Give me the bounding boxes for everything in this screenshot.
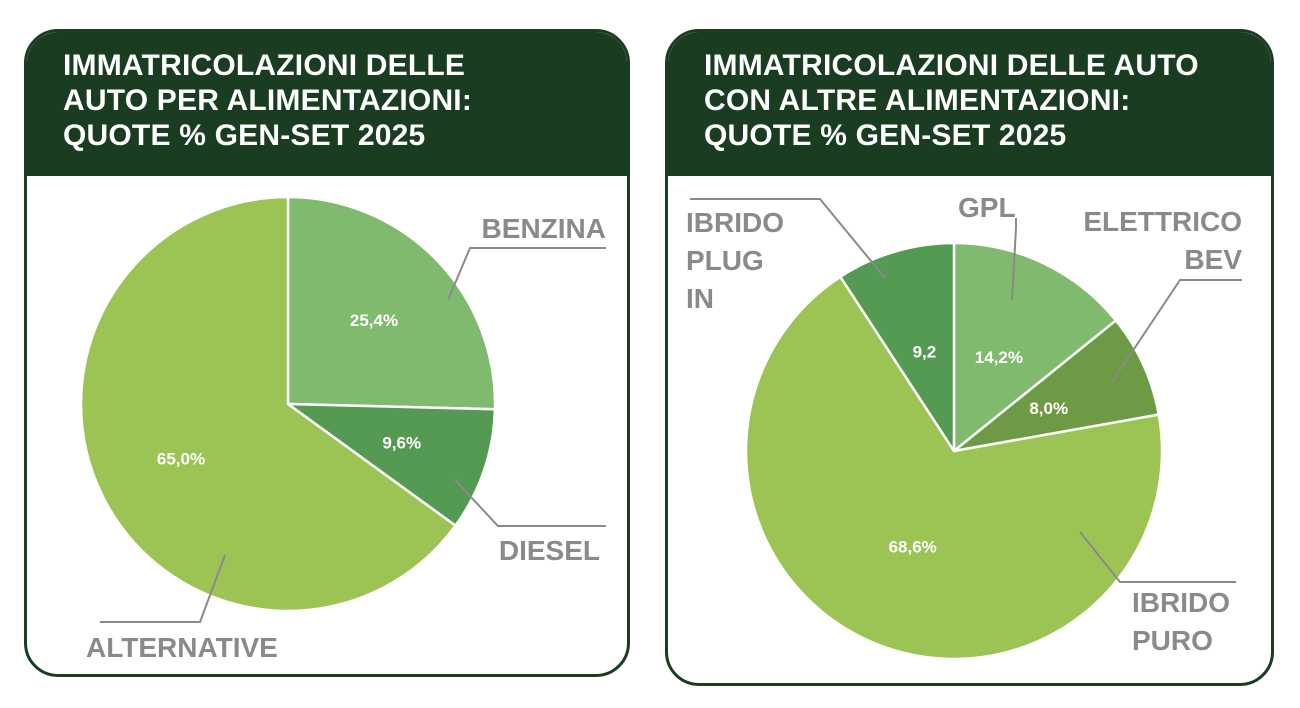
chart-title-line-1: IMMATRICOLAZIONI DELLE AUTO bbox=[704, 49, 1199, 82]
data-label-gpl: 14,2% bbox=[975, 348, 1023, 367]
data-label-benzina: 25,4% bbox=[350, 311, 398, 330]
pie-slice-ibrido-plug-in bbox=[839, 241, 956, 453]
chart-title-line-1: IMMATRICOLAZIONI DELLE bbox=[63, 49, 466, 82]
leader-line-benzina bbox=[447, 247, 606, 301]
chart-title-line-2: AUTO PER ALIMENTAZIONI: bbox=[63, 84, 473, 117]
leader-line-elettrico-bev bbox=[1111, 279, 1242, 383]
leader-line-gpl bbox=[1011, 218, 1017, 301]
category-label-diesel: DIESEL bbox=[499, 535, 600, 566]
category-label-elettrico-bev: BEV bbox=[1184, 244, 1242, 275]
data-label-elettrico-bev: 8,0% bbox=[1029, 399, 1068, 418]
pie-slice-ibrido-puro bbox=[744, 275, 1164, 661]
leader-line-ibrido-puro bbox=[1079, 531, 1236, 583]
chart-panel-fuel-types: IMMATRICOLAZIONI DELLE AUTO PER ALIMENTA… bbox=[24, 29, 630, 677]
chart-header: IMMATRICOLAZIONI DELLE AUTO CON ALTRE AL… bbox=[668, 32, 1271, 176]
category-label-benzina: BENZINA bbox=[482, 213, 606, 244]
category-label-ibrido-plug-in: PLUG bbox=[686, 245, 764, 276]
chart-title-line-3: QUOTE % GEN-SET 2025 bbox=[63, 119, 426, 152]
pie-slice-elettrico-bev bbox=[952, 319, 1161, 453]
category-label-ibrido-plug-in: IN bbox=[686, 283, 714, 314]
leader-line-ibrido-plug-in bbox=[690, 198, 886, 279]
leader-line-diesel bbox=[454, 479, 606, 527]
chart-header: IMMATRICOLAZIONI DELLE AUTO PER ALIMENTA… bbox=[27, 32, 627, 176]
data-label-alternative: 65,0% bbox=[157, 450, 205, 469]
category-label-elettrico-bev: ELETTRICO bbox=[1083, 206, 1242, 237]
pie-slice-benzina bbox=[286, 195, 497, 411]
category-label-alternative: ALTERNATIVE bbox=[86, 632, 278, 663]
category-label-ibrido-puro: IBRIDO bbox=[1132, 587, 1230, 618]
data-label-diesel: 9,6% bbox=[382, 434, 421, 453]
category-label-gpl: GPL bbox=[958, 192, 1016, 223]
data-label-ibrido-plug-in: 9,2 bbox=[913, 342, 937, 361]
pie-slice-alternative bbox=[79, 195, 457, 613]
pie-slice-diesel bbox=[286, 402, 497, 527]
leader-line-alternative bbox=[100, 554, 226, 623]
category-label-ibrido-puro: PURO bbox=[1132, 625, 1213, 656]
chart-title-line-2: CON ALTRE ALIMENTAZIONI: bbox=[704, 84, 1131, 117]
data-label-ibrido-puro: 68,6% bbox=[889, 537, 937, 556]
category-label-ibrido-plug-in: IBRIDO bbox=[686, 207, 784, 238]
pie-slice-gpl bbox=[952, 241, 1118, 453]
chart-title-line-3: QUOTE % GEN-SET 2025 bbox=[704, 119, 1067, 152]
